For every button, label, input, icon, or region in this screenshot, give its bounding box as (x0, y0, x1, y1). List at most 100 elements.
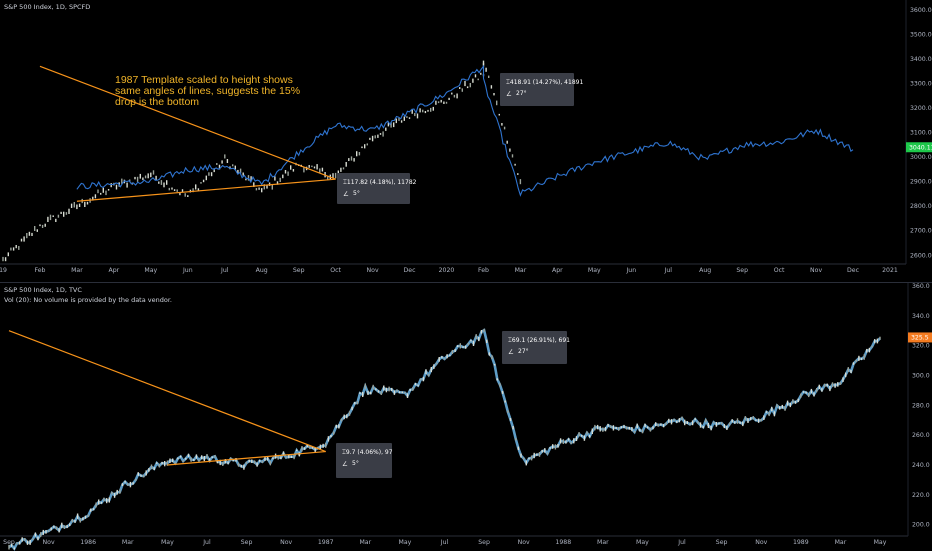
candle (454, 349, 456, 352)
x-axis-tick-label: Aug (699, 267, 711, 274)
tooltip-measure-text: 9.7 (4.06%), 97 (345, 449, 393, 456)
candle (327, 436, 330, 442)
candle (198, 459, 200, 462)
x-axis-tick-label: Aug (256, 267, 268, 274)
candle (433, 364, 435, 369)
candle (210, 172, 213, 177)
candle (76, 513, 79, 519)
candle (739, 421, 741, 424)
candle (354, 402, 356, 405)
candle (501, 123, 503, 126)
candle (567, 438, 570, 441)
candle (126, 182, 128, 188)
candle (216, 163, 218, 165)
candle (239, 168, 242, 174)
candle (422, 376, 425, 382)
measure-icon: ⌶ (343, 178, 347, 186)
candle (517, 173, 519, 175)
candle (359, 392, 361, 394)
candle (599, 426, 601, 432)
candle (36, 229, 38, 232)
chart-pane-bottom[interactable]: S&P 500 Index, 1D, TVC Vol (20): No volu… (0, 282, 932, 551)
chart-pane-top[interactable]: S&P 500 Index, 1D, SPCFD 2600.002700.002… (0, 0, 932, 282)
candle (839, 382, 842, 385)
y-axis-tick-label: 3100.00 (910, 130, 932, 137)
candle (459, 87, 461, 89)
candle (242, 172, 244, 176)
candle (818, 384, 820, 389)
measure-tooltip[interactable]: ⌶ 9.7 (4.06%), 97 ∠ 5° (336, 443, 393, 478)
candle (372, 384, 374, 390)
x-axis-tick-label: Mar (835, 539, 847, 546)
candle (678, 418, 681, 423)
candle (78, 203, 81, 207)
candle (327, 175, 329, 181)
chart-annotation-note[interactable]: 1987 Template scaled to height shows sam… (115, 74, 301, 108)
measure-tooltip[interactable]: ⌶ 69.1 (26.91%), 691 ∠ 27° (502, 331, 570, 364)
candle (150, 172, 152, 178)
candle (362, 392, 364, 397)
x-axis-tick-label: Nov (43, 539, 55, 546)
candle (334, 172, 337, 179)
measure-tooltip[interactable]: ⌶ 117.82 (4.18%), 11782 ∠ 5° (337, 173, 416, 204)
candle (179, 455, 182, 458)
candle (47, 530, 50, 532)
x-axis-tick-label: 1989 (793, 539, 809, 546)
candle (449, 354, 451, 357)
candle (271, 184, 273, 190)
candle (860, 357, 863, 360)
candle (137, 472, 139, 476)
candle (171, 187, 173, 190)
candle (79, 517, 81, 523)
candle (385, 127, 387, 131)
candle (517, 446, 520, 450)
candle (369, 137, 371, 140)
chart-canvas-top[interactable]: 2600.00 2700.00 2800.00 2900.00 3000.00 3100.… (0, 0, 932, 282)
candle (253, 182, 255, 187)
candle (49, 214, 52, 221)
candle (406, 116, 408, 118)
candle (430, 107, 432, 112)
candle (379, 133, 382, 135)
candle (728, 422, 731, 426)
candle (52, 215, 54, 217)
candle (837, 382, 839, 387)
candle (681, 416, 683, 420)
x-axis-tick-label: May (588, 267, 601, 274)
candle (443, 358, 446, 360)
chart-canvas-bottom[interactable]: 200.0 220.0 240.0 260.0 280.0 300.0 320.0 340.0… (0, 283, 932, 551)
candle (214, 455, 216, 458)
candle (55, 218, 57, 222)
y-axis-tick-label: 2800.00 (910, 203, 932, 210)
candle (485, 67, 487, 72)
candle (432, 106, 434, 111)
candle (226, 159, 229, 163)
candle (247, 175, 250, 181)
candle (332, 173, 334, 178)
candle (152, 170, 155, 175)
candle (95, 502, 97, 508)
candle (794, 400, 797, 404)
candle (647, 426, 649, 429)
price-badge (906, 142, 932, 153)
candle (285, 456, 287, 459)
candle (810, 388, 813, 394)
candle (314, 447, 316, 453)
candle (366, 143, 368, 146)
chart-title-bottom: S&P 500 Index, 1D, TVC (4, 286, 82, 294)
candle (435, 100, 437, 105)
tooltip-angle-text: 27° (516, 90, 527, 97)
candle (332, 431, 335, 435)
candle (335, 424, 337, 429)
candle (786, 400, 789, 406)
candle (438, 357, 440, 362)
candle (98, 499, 100, 505)
candle (57, 214, 60, 218)
x-axis-tick-label: May (144, 267, 157, 274)
candle (282, 174, 284, 179)
candle (127, 483, 129, 486)
candle (113, 492, 116, 498)
candle (491, 355, 493, 359)
measure-tooltip[interactable]: ⌶ 418.91 (14.27%), 41891 ∠ 27° (500, 73, 583, 106)
x-axis-tick-label: Apr (109, 267, 120, 274)
